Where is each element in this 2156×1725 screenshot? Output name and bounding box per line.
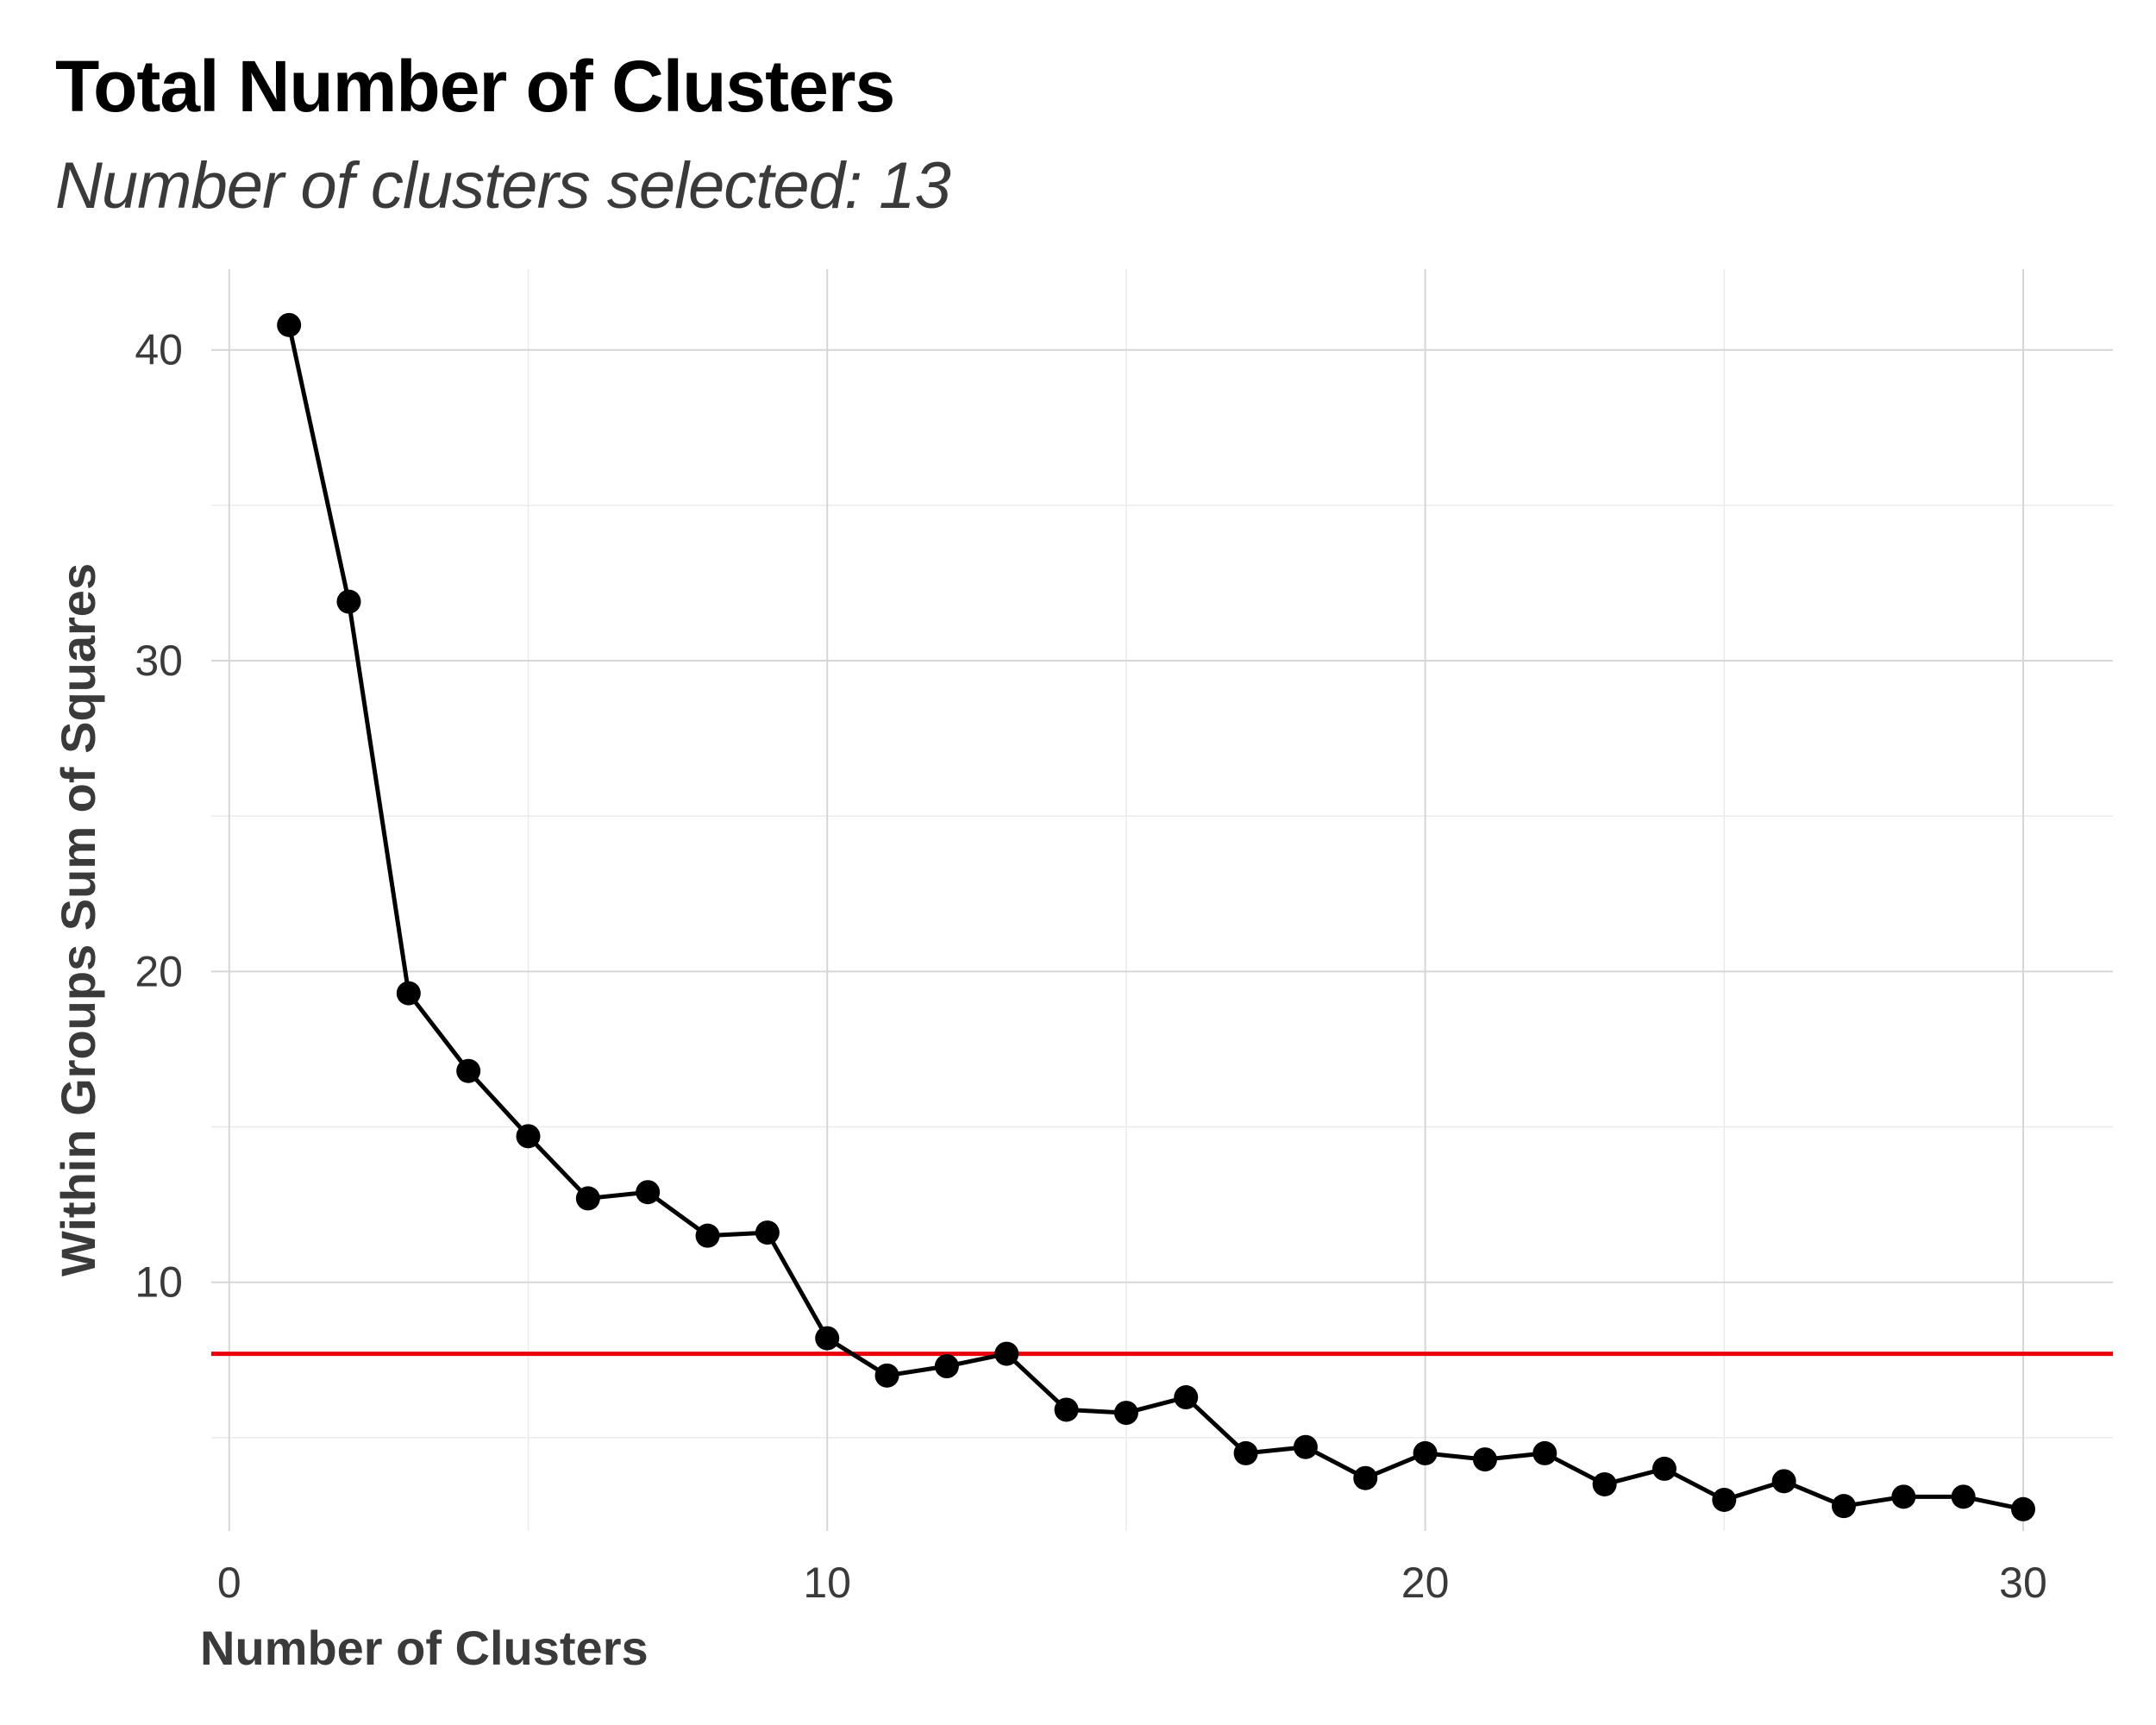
data-point	[1353, 1465, 1378, 1490]
data-point	[1233, 1440, 1258, 1465]
data-point	[456, 1058, 481, 1083]
data-point	[695, 1223, 720, 1248]
data-point	[1771, 1469, 1796, 1494]
data-point	[874, 1363, 899, 1388]
series-layer	[277, 312, 2035, 1521]
data-point	[277, 312, 302, 337]
data-point	[1891, 1484, 1916, 1509]
data-point	[1113, 1401, 1138, 1426]
data-point	[1413, 1440, 1438, 1465]
data-point	[934, 1354, 959, 1379]
x-tick-label: 0	[217, 1559, 241, 1607]
y-tick-label: 10	[135, 1258, 183, 1307]
x-tick-label: 10	[803, 1559, 851, 1607]
y-axis-title: Within Groups Sum of Squares	[51, 563, 105, 1276]
data-point	[636, 1180, 661, 1205]
data-point	[1174, 1385, 1199, 1410]
data-point	[1054, 1397, 1079, 1422]
major-gridlines	[211, 269, 2113, 1531]
data-point	[1831, 1494, 1856, 1519]
data-point	[575, 1186, 600, 1211]
y-tick-label: 40	[135, 326, 183, 374]
data-point	[1951, 1484, 1976, 1509]
data-point	[1293, 1434, 1318, 1459]
x-tick-label: 30	[1999, 1559, 2047, 1607]
data-point	[1472, 1447, 1497, 1472]
minor-gridlines	[211, 269, 2113, 1531]
data-point	[994, 1341, 1019, 1366]
data-point	[396, 981, 421, 1006]
data-point	[516, 1124, 541, 1149]
data-point	[1712, 1487, 1737, 1512]
x-axis-title: Number of Clusters	[200, 1621, 649, 1675]
y-tick-label: 30	[135, 637, 183, 685]
data-point	[1651, 1456, 1677, 1481]
tick-labels: 0 10 20 30 10 20 30 40	[135, 326, 2046, 1607]
data-point	[2010, 1496, 2035, 1521]
data-point	[1592, 1471, 1617, 1496]
data-point	[815, 1326, 840, 1351]
chart-subtitle: Number of clusters selected: 13	[55, 149, 951, 223]
data-point	[755, 1220, 780, 1245]
y-tick-label: 20	[135, 947, 183, 995]
x-tick-label: 20	[1401, 1559, 1450, 1607]
chart-title: Total Number of Clusters	[55, 46, 895, 127]
series-line	[286, 324, 2024, 1512]
data-point	[336, 589, 361, 614]
data-point	[1532, 1440, 1557, 1465]
